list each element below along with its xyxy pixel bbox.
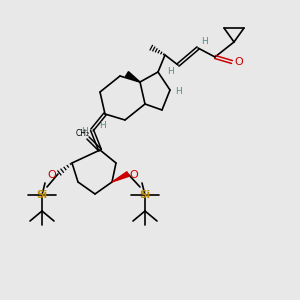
Text: Si: Si (36, 190, 48, 200)
Text: CH₂: CH₂ (76, 130, 90, 139)
Text: H: H (175, 88, 182, 97)
Text: O: O (130, 170, 138, 180)
Text: H: H (168, 68, 174, 76)
Text: O: O (235, 57, 243, 67)
Text: O: O (48, 170, 56, 180)
Polygon shape (125, 72, 140, 82)
Text: H: H (99, 122, 105, 130)
Polygon shape (112, 172, 129, 182)
Text: H: H (201, 38, 207, 46)
Text: H: H (81, 128, 87, 136)
Text: Si: Si (140, 190, 151, 200)
